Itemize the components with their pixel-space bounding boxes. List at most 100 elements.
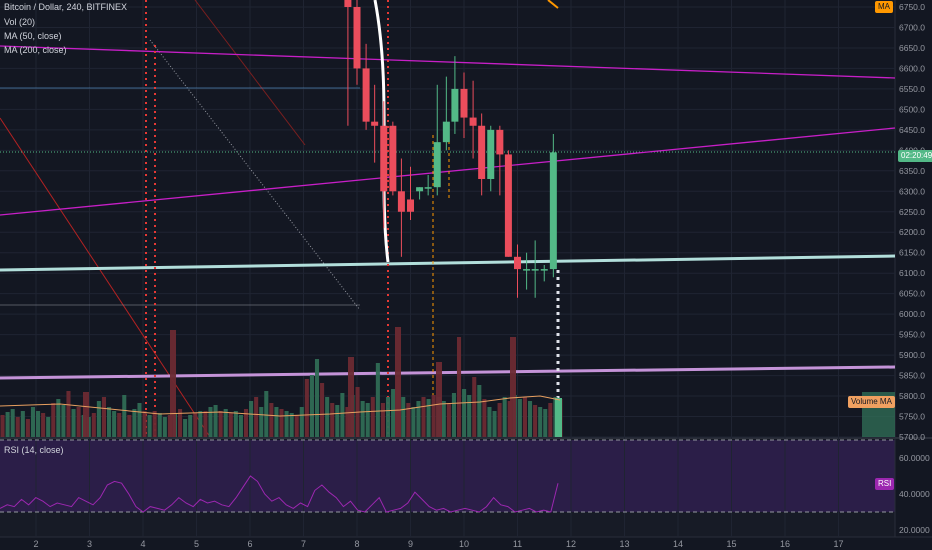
volume-bar <box>198 411 203 437</box>
volume-bar <box>497 403 502 437</box>
volume-bar <box>527 401 533 437</box>
volume-bar <box>5 412 10 437</box>
volume-bar <box>446 403 451 437</box>
volume-bar <box>51 403 56 437</box>
legend-volume: Vol (20) <box>4 17 36 27</box>
rsi-badge: RSI <box>875 478 895 490</box>
volume-bar <box>462 389 467 437</box>
volume-bar <box>117 413 122 437</box>
volume-bar <box>548 403 553 437</box>
price-tick-label: 6000.0 <box>899 309 925 319</box>
volume-bar <box>15 417 20 437</box>
volume-bar <box>162 417 167 437</box>
volume-bar <box>533 405 538 437</box>
candle-body <box>451 88 459 122</box>
volume-bar <box>46 417 51 437</box>
volume-bar <box>477 385 482 437</box>
price-tick-label: 6600.0 <box>899 63 925 73</box>
volume-bar <box>411 407 416 437</box>
volume-bar <box>380 403 385 437</box>
volume-bar <box>254 397 259 437</box>
support-line <box>0 254 896 272</box>
candle-body <box>523 269 531 271</box>
volume-bar <box>309 375 314 437</box>
price-tick-label: 5700.0 <box>899 432 925 442</box>
volume-bar <box>294 415 299 437</box>
time-tick-label: 9 <box>408 539 413 549</box>
volume-bar <box>370 397 375 437</box>
volume-bar <box>249 401 254 437</box>
time-tick-label: 3 <box>87 539 92 549</box>
volume-bar <box>502 397 507 437</box>
volume-bar <box>83 392 89 437</box>
time-tick-label: 8 <box>354 539 359 549</box>
time-tick-label: 4 <box>140 539 145 549</box>
volume-bar <box>0 415 5 437</box>
candle-body <box>371 121 379 126</box>
time-tick-label: 13 <box>619 539 629 549</box>
candle-body <box>549 152 557 270</box>
volume-bar <box>406 403 411 437</box>
volume-bar <box>152 411 157 437</box>
volume-bar <box>188 415 193 437</box>
volume-bar <box>426 399 431 437</box>
price-tick-label: 6300.0 <box>899 186 925 196</box>
volume-bar <box>395 327 401 437</box>
volume-bar <box>20 411 25 437</box>
volume-bar <box>243 409 249 437</box>
time-tick-label: 2 <box>33 539 38 549</box>
price-tick-label: 6350.0 <box>899 166 925 176</box>
volume-bar <box>36 411 41 437</box>
volume-bar <box>421 397 426 437</box>
dark-red-trendline <box>194 0 306 146</box>
ma-badge: MA <box>875 1 893 13</box>
candle-body <box>407 199 414 212</box>
volume-bar <box>56 399 61 437</box>
volume-bar <box>365 403 370 437</box>
candle-body <box>478 125 486 179</box>
volume-bar <box>289 413 294 437</box>
candle-body <box>433 142 441 188</box>
candle-body <box>416 187 424 192</box>
time-tick-label: 11 <box>513 539 522 549</box>
rsi-line <box>0 475 559 513</box>
volume-bar <box>472 377 477 437</box>
volume-bar <box>451 393 456 437</box>
volume-bar <box>274 407 279 437</box>
volume-bar <box>112 411 117 437</box>
volume-bar <box>269 403 274 437</box>
candle-body <box>442 121 450 143</box>
time-tick-label: 10 <box>459 539 469 549</box>
price-tick-label: 5950.0 <box>899 330 925 340</box>
orange-line-fragment <box>547 0 559 9</box>
volume-bar <box>71 409 76 437</box>
volume-bar <box>193 413 198 437</box>
rsi-legend: RSI (14, close) <box>4 445 64 455</box>
volume-bar <box>25 419 30 437</box>
volume-bar <box>441 401 446 437</box>
volume-bar <box>96 401 101 437</box>
price-tick-label: 6550.0 <box>899 84 925 94</box>
candle-body <box>531 269 539 271</box>
lavender-line <box>0 365 896 380</box>
volume-bar <box>510 337 516 437</box>
volume-bar <box>522 397 527 437</box>
price-tick-label: 5750.0 <box>899 412 925 422</box>
volume-bar <box>375 363 380 437</box>
price-tick-label: 6650.0 <box>899 43 925 53</box>
candle-body <box>389 125 397 192</box>
volume-bar <box>238 415 243 437</box>
volume-bar <box>517 399 522 437</box>
candle-body <box>397 191 405 212</box>
price-tick-label: 6700.0 <box>899 22 925 32</box>
time-tick-label: 16 <box>780 539 790 549</box>
time-tick-label: 15 <box>726 539 736 549</box>
volume-bar <box>259 407 264 437</box>
time-tick-label: 7 <box>301 539 306 549</box>
price-tick-label: 6450.0 <box>899 125 925 135</box>
volume-bar <box>507 401 512 437</box>
time-tick-label: 17 <box>833 539 843 549</box>
volume-bar <box>492 411 497 437</box>
